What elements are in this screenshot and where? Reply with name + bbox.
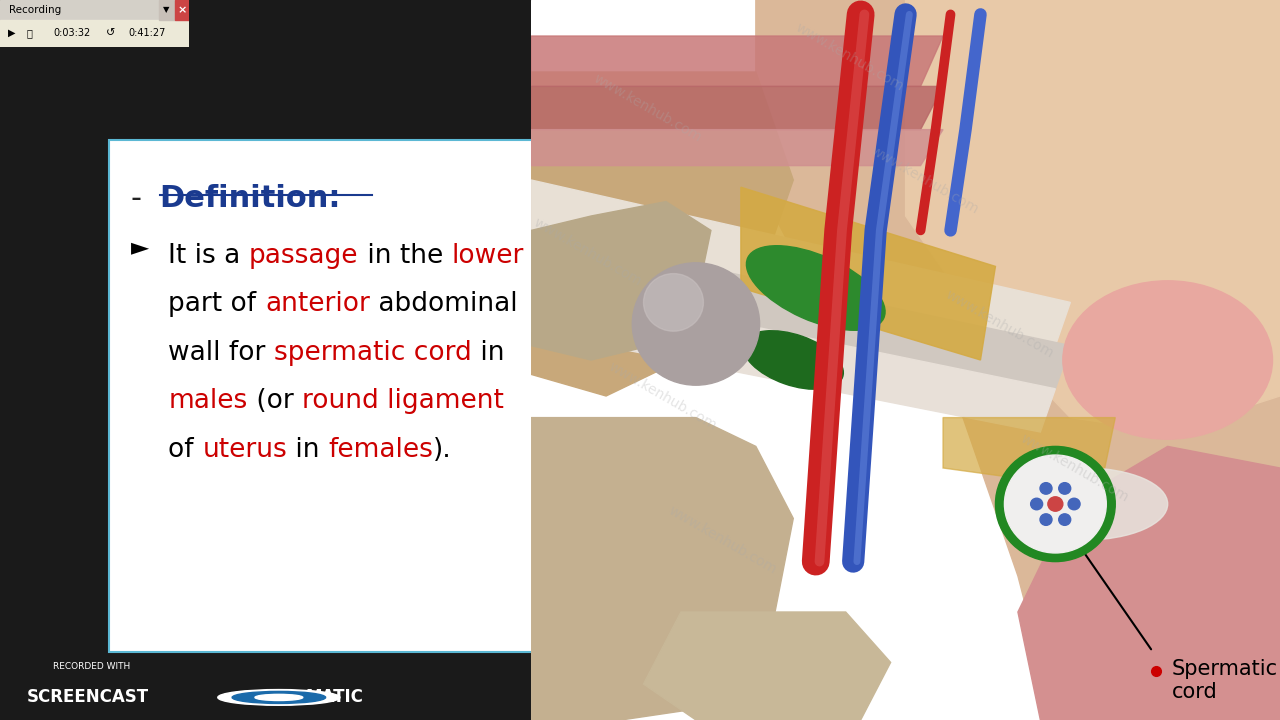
- Circle shape: [1005, 455, 1106, 553]
- Text: females: females: [328, 437, 433, 463]
- Circle shape: [1030, 498, 1043, 510]
- Text: round ligament: round ligament: [302, 388, 503, 414]
- Circle shape: [996, 446, 1115, 562]
- Text: RECORDED WITH: RECORDED WITH: [54, 662, 131, 671]
- Polygon shape: [906, 0, 1280, 432]
- Circle shape: [1059, 514, 1070, 526]
- Text: Definition:: Definition:: [160, 184, 340, 213]
- Polygon shape: [531, 202, 710, 360]
- Text: www.kenhub.com: www.kenhub.com: [607, 359, 719, 433]
- Text: ▼: ▼: [163, 5, 169, 14]
- Text: ⏸: ⏸: [27, 28, 32, 38]
- Polygon shape: [1018, 446, 1280, 720]
- Text: ).: ).: [433, 437, 452, 463]
- Polygon shape: [755, 0, 1280, 720]
- Text: MATIC: MATIC: [306, 688, 364, 706]
- Text: males: males: [169, 388, 247, 414]
- Ellipse shape: [744, 330, 844, 390]
- Bar: [175, 0, 189, 19]
- Circle shape: [1068, 498, 1080, 510]
- Text: ▶: ▶: [8, 28, 15, 38]
- Text: abdominal: abdominal: [370, 291, 517, 318]
- Polygon shape: [531, 36, 943, 86]
- Polygon shape: [644, 612, 891, 720]
- Circle shape: [1041, 514, 1052, 526]
- Polygon shape: [531, 418, 794, 720]
- Text: SCREENCAST: SCREENCAST: [27, 688, 148, 706]
- Circle shape: [1059, 482, 1070, 494]
- Bar: [0, 19, 189, 47]
- Text: www.kenhub.com: www.kenhub.com: [531, 215, 644, 289]
- Text: passage: passage: [250, 243, 358, 269]
- Polygon shape: [531, 230, 1070, 389]
- Text: www.kenhub.com: www.kenhub.com: [943, 287, 1056, 361]
- Text: -: -: [131, 184, 142, 213]
- Text: www.kenhub.com: www.kenhub.com: [666, 503, 780, 577]
- Circle shape: [218, 690, 340, 706]
- Ellipse shape: [1004, 468, 1167, 540]
- Text: (or: (or: [247, 388, 302, 414]
- Circle shape: [644, 274, 704, 331]
- Text: uterus: uterus: [202, 437, 287, 463]
- Text: www.kenhub.com: www.kenhub.com: [868, 143, 982, 217]
- FancyBboxPatch shape: [109, 140, 550, 652]
- Ellipse shape: [1062, 281, 1272, 439]
- Text: spermatic cord: spermatic cord: [274, 340, 472, 366]
- Text: part of: part of: [169, 291, 265, 318]
- Ellipse shape: [746, 246, 884, 330]
- Polygon shape: [531, 130, 943, 166]
- Text: in: in: [472, 340, 504, 366]
- Text: ×: ×: [178, 5, 187, 15]
- Circle shape: [1048, 497, 1062, 511]
- Text: lower: lower: [451, 243, 524, 269]
- Text: wall for: wall for: [169, 340, 274, 366]
- Text: www.kenhub.com: www.kenhub.com: [591, 71, 704, 145]
- Text: It is a: It is a: [169, 243, 250, 269]
- Text: ►: ►: [131, 235, 148, 259]
- Circle shape: [232, 691, 325, 703]
- Text: in the: in the: [358, 243, 451, 269]
- Text: 0:41:27: 0:41:27: [129, 28, 166, 38]
- Text: www.kenhub.com: www.kenhub.com: [1018, 431, 1132, 505]
- Bar: [0, 0, 189, 19]
- Polygon shape: [531, 281, 1055, 432]
- Text: ↺: ↺: [106, 28, 115, 38]
- Polygon shape: [531, 86, 943, 130]
- Text: anterior: anterior: [265, 291, 370, 318]
- Text: Recording: Recording: [9, 5, 61, 15]
- Circle shape: [1041, 482, 1052, 494]
- Polygon shape: [531, 72, 794, 396]
- Text: Spermatic
cord: Spermatic cord: [1171, 659, 1277, 702]
- Text: www.kenhub.com: www.kenhub.com: [794, 21, 906, 94]
- Text: 0:03:32: 0:03:32: [52, 28, 91, 38]
- Circle shape: [255, 694, 303, 701]
- Polygon shape: [531, 180, 1070, 346]
- Polygon shape: [741, 187, 996, 360]
- Circle shape: [632, 263, 759, 385]
- Polygon shape: [943, 418, 1115, 490]
- Bar: [159, 0, 175, 19]
- Text: of: of: [169, 437, 202, 463]
- Text: in: in: [287, 437, 328, 463]
